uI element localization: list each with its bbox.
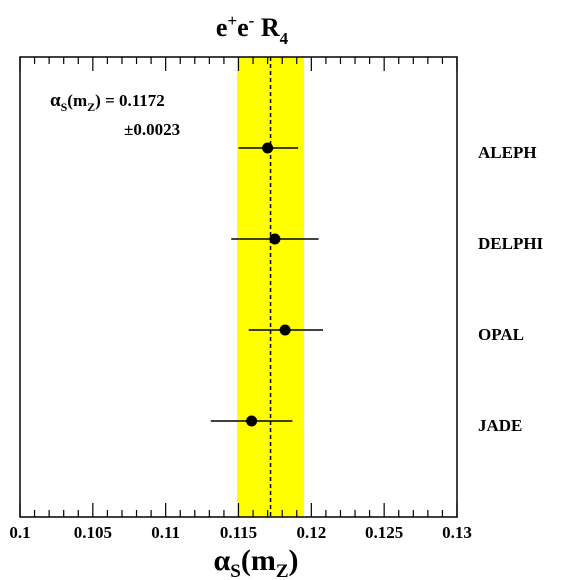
chart-title: e+e- R4 [216, 11, 289, 48]
x-tick-label: 0.12 [296, 523, 326, 542]
label-aleph: ALEPH [478, 143, 537, 162]
x-tick-label: 0.105 [74, 523, 112, 542]
x-tick-label: 0.13 [442, 523, 472, 542]
data-point-delphi [269, 233, 281, 245]
experiment-labels: ALEPH DELPHI OPAL JADE [478, 143, 544, 435]
x-tick-label: 0.115 [220, 523, 257, 542]
label-delphi: DELPHI [478, 234, 544, 253]
data-points [210, 142, 323, 427]
average-error: ±0.0023 [124, 120, 180, 139]
average-band [237, 57, 305, 517]
data-point-jade [246, 415, 258, 427]
x-tick-label: 0.1 [9, 523, 30, 542]
x-tick-labels: 0.1 0.105 0.11 0.115 0.12 0.125 0.13 [9, 523, 472, 542]
data-point-aleph [262, 142, 274, 154]
label-opal: OPAL [478, 325, 524, 344]
x-tick-marks [19, 57, 458, 517]
label-jade: JADE [478, 416, 522, 435]
average-annotation: αS(mZ) = 0.1172 [50, 90, 165, 114]
data-point-opal [279, 324, 291, 336]
x-tick-label: 0.125 [365, 523, 403, 542]
x-tick-label: 0.11 [151, 523, 180, 542]
x-axis-label: αS(mZ) [214, 544, 299, 580]
